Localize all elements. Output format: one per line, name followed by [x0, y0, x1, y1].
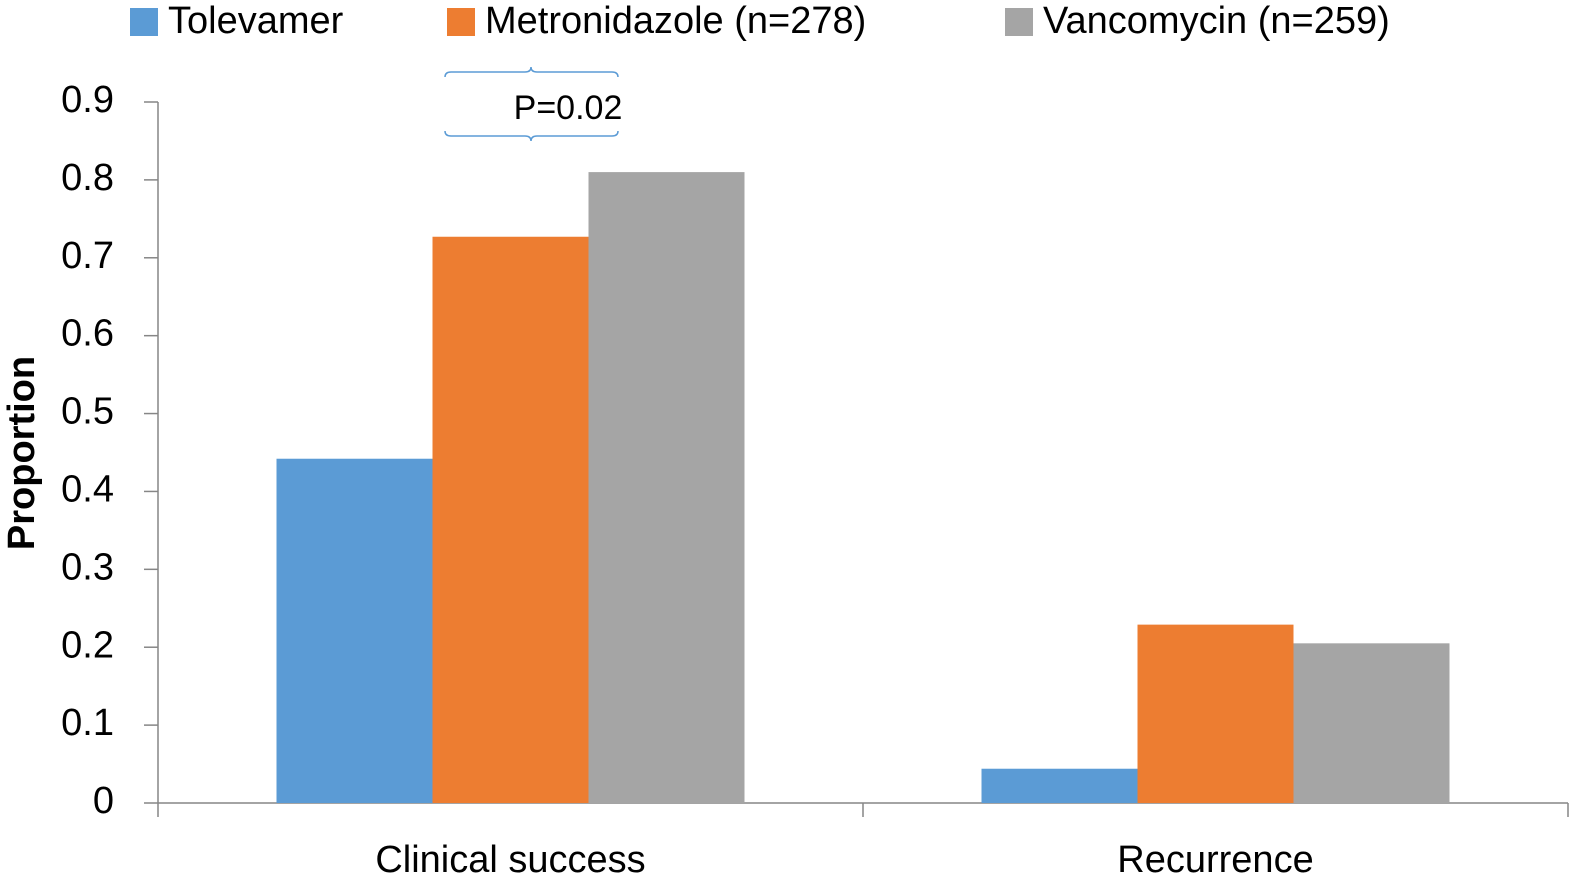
y-tick-label: 0.7	[61, 235, 114, 277]
y-tick-label: 0	[93, 780, 114, 822]
y-axis-label: Proportion	[1, 356, 43, 550]
bar	[1137, 624, 1294, 803]
brace-top	[444, 66, 619, 78]
legend-swatch	[130, 8, 158, 36]
legend-swatch	[1005, 8, 1033, 36]
y-tick-label: 0.8	[61, 157, 114, 199]
annotation: P=0.02	[514, 89, 623, 127]
x-tick-label: Clinical success	[375, 839, 645, 881]
bar	[276, 458, 433, 803]
bar	[1293, 643, 1450, 803]
legend-label: Metronidazole (n=278)	[485, 0, 866, 42]
y-tick-label: 0.6	[61, 313, 114, 355]
y-tick-label: 0.5	[61, 391, 114, 433]
legend-label: Tolevamer	[168, 0, 344, 42]
bar	[981, 768, 1138, 803]
legend-label: Vancomycin (n=259)	[1043, 0, 1390, 42]
bar	[588, 172, 745, 804]
y-tick-label: 0.2	[61, 624, 114, 666]
brace-bottom	[444, 130, 619, 142]
bar	[432, 236, 589, 803]
y-tick-label: 0.3	[61, 546, 114, 588]
y-tick-label: 0.9	[61, 79, 114, 121]
legend-swatch	[447, 8, 475, 36]
y-tick-label: 0.4	[61, 468, 114, 510]
x-tick-label: Recurrence	[1117, 839, 1313, 881]
y-tick-label: 0.1	[61, 702, 114, 744]
